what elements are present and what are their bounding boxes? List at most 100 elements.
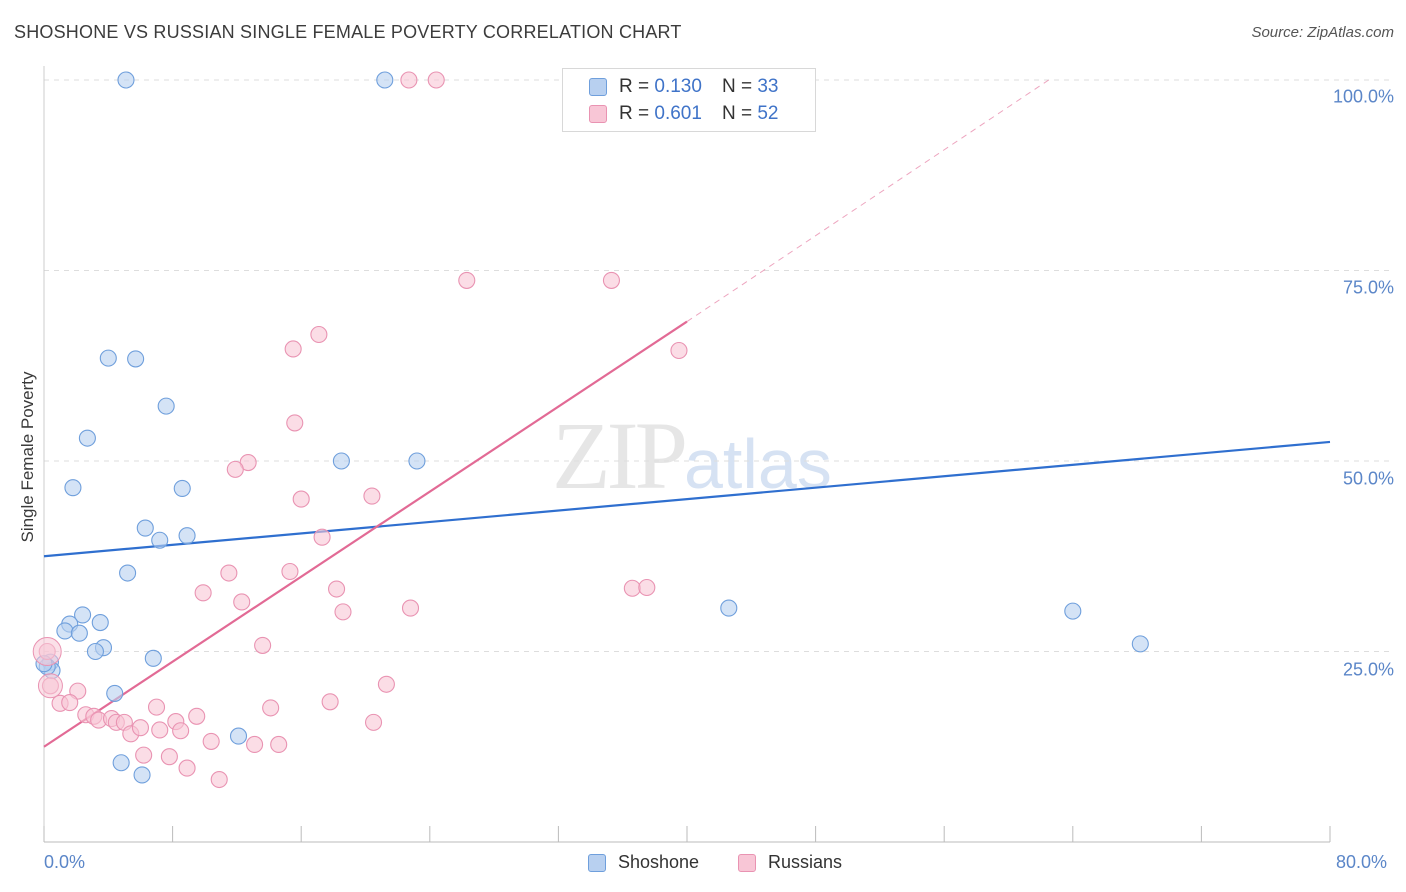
russians-point-1 xyxy=(427,71,445,89)
russians-point-44 xyxy=(202,732,220,750)
shoshone-point-13 xyxy=(119,564,137,582)
legend-item-russians[interactable]: Russians xyxy=(738,852,842,873)
russians-point-39 xyxy=(131,719,149,737)
russians-point-43 xyxy=(188,707,206,725)
russians-point-4 xyxy=(310,325,328,344)
russians-point-14 xyxy=(281,562,299,581)
chart-title: SHOSHONE VS RUSSIAN SINGLE FEMALE POVERT… xyxy=(14,22,682,42)
legend-russians-swatch xyxy=(738,853,756,872)
russians-point-16 xyxy=(233,593,251,611)
russians-point-21 xyxy=(638,578,656,597)
shoshone-n-label: N = xyxy=(721,76,753,97)
legend-item-shoshone[interactable]: Shoshone xyxy=(588,852,699,873)
russians-point-22 xyxy=(254,636,272,654)
source-label: Source: ZipAtlas.com xyxy=(1251,24,1394,41)
watermark-zip: ZIP xyxy=(552,402,688,509)
shoshone-r-label: R = xyxy=(619,76,650,97)
shoshone-point-2 xyxy=(99,349,117,367)
shoshone-point-16 xyxy=(74,606,92,624)
shoshone-point-12 xyxy=(178,527,196,545)
y-tick-label-25: 25.0% xyxy=(1342,659,1394,680)
y-tick-label-100: 100.0% xyxy=(1332,86,1394,107)
russians-point-47 xyxy=(364,713,383,731)
russians-swatch xyxy=(589,105,607,123)
russians-point-40 xyxy=(151,721,169,739)
x-tick-label-max: 80.0% xyxy=(1336,852,1388,872)
shoshone-point-29 xyxy=(1064,602,1082,620)
shoshone-point-20 xyxy=(70,624,88,642)
russians-n-label: N = xyxy=(721,103,753,124)
shoshone-point-5 xyxy=(78,429,96,447)
stats-legend: R = 0.130 N = 33 R = 0.601 N = 52 xyxy=(562,68,816,132)
shoshone-r-value: 0.130 xyxy=(654,76,702,97)
russians-point-29 xyxy=(262,699,280,717)
russians-point-30 xyxy=(321,693,339,711)
shoshone-point-3 xyxy=(127,350,145,368)
russians-point-20 xyxy=(623,579,641,597)
shoshone-point-25 xyxy=(229,727,248,745)
stats-row-shoshone: R = 0.130 N = 33 xyxy=(589,75,778,99)
russians-point-46 xyxy=(270,735,288,754)
shoshone-point-27 xyxy=(133,766,151,784)
y-tick-label-75: 75.0% xyxy=(1342,277,1394,298)
shoshone-n-value: 33 xyxy=(757,76,779,97)
legend-shoshone-label: Shoshone xyxy=(618,852,700,872)
russians-point-7 xyxy=(286,414,304,432)
russians-point-49 xyxy=(160,748,178,766)
russians-point-18 xyxy=(334,603,352,621)
russians-point-42 xyxy=(172,722,190,740)
russians-point-large-b xyxy=(37,673,63,699)
russians-point-9 xyxy=(226,460,244,478)
russians-point-3 xyxy=(602,271,620,289)
russians-r-label: R = xyxy=(619,103,650,124)
shoshone-point-1 xyxy=(376,71,394,89)
watermark: ZIPatlas xyxy=(552,400,832,511)
russians-point-large-a xyxy=(32,637,62,666)
shoshone-point-4 xyxy=(157,397,175,415)
russians-trend-line xyxy=(43,320,688,748)
russians-point-13 xyxy=(220,564,238,582)
grid-lines xyxy=(44,79,1392,652)
russians-point-19 xyxy=(401,599,420,617)
russians-point-45 xyxy=(246,735,264,754)
legend-shoshone-swatch xyxy=(588,853,606,872)
shoshone-point-11 xyxy=(151,531,169,549)
russians-r-value: 0.601 xyxy=(654,103,702,124)
shoshone-point-0 xyxy=(117,71,135,89)
shoshone-point-28 xyxy=(720,599,738,617)
russians-point-2 xyxy=(458,271,476,289)
shoshone-trend-line xyxy=(43,440,1331,558)
stats-row-russians: R = 0.601 N = 52 xyxy=(589,102,778,126)
shoshone-point-26 xyxy=(112,754,130,772)
russians-point-17 xyxy=(328,580,346,598)
x-tick-label-min: 0.0% xyxy=(44,852,86,872)
shoshone-point-8 xyxy=(332,452,350,470)
russians-point-0 xyxy=(400,71,418,89)
russians-point-15 xyxy=(194,584,212,602)
y-axis-label: Single Female Poverty xyxy=(18,371,37,543)
russians-point-10 xyxy=(292,490,310,508)
russians-point-27 xyxy=(61,694,79,712)
russians-point-28 xyxy=(147,698,166,716)
russians-point-50 xyxy=(178,759,196,777)
russians-point-31 xyxy=(377,675,395,693)
axes xyxy=(43,66,1331,843)
shoshone-point-19 xyxy=(91,613,109,632)
shoshone-point-24 xyxy=(106,684,124,702)
shoshone-point-18 xyxy=(56,622,74,640)
russians-point-12 xyxy=(313,528,331,546)
russians-point-48 xyxy=(135,746,153,764)
shoshone-point-10 xyxy=(136,519,154,537)
shoshone-point-22 xyxy=(86,642,104,661)
y-tick-label-50: 50.0% xyxy=(1342,468,1394,489)
legend-russians-label: Russians xyxy=(768,852,843,872)
shoshone-point-30 xyxy=(1131,635,1149,653)
russians-n-value: 52 xyxy=(757,103,779,124)
shoshone-point-23 xyxy=(144,649,162,667)
watermark-atlas: atlas xyxy=(684,425,832,503)
shoshone-point-6 xyxy=(64,479,82,497)
trend-lines xyxy=(43,79,1331,748)
data-points xyxy=(32,71,1149,789)
russians-point-51 xyxy=(210,770,228,789)
